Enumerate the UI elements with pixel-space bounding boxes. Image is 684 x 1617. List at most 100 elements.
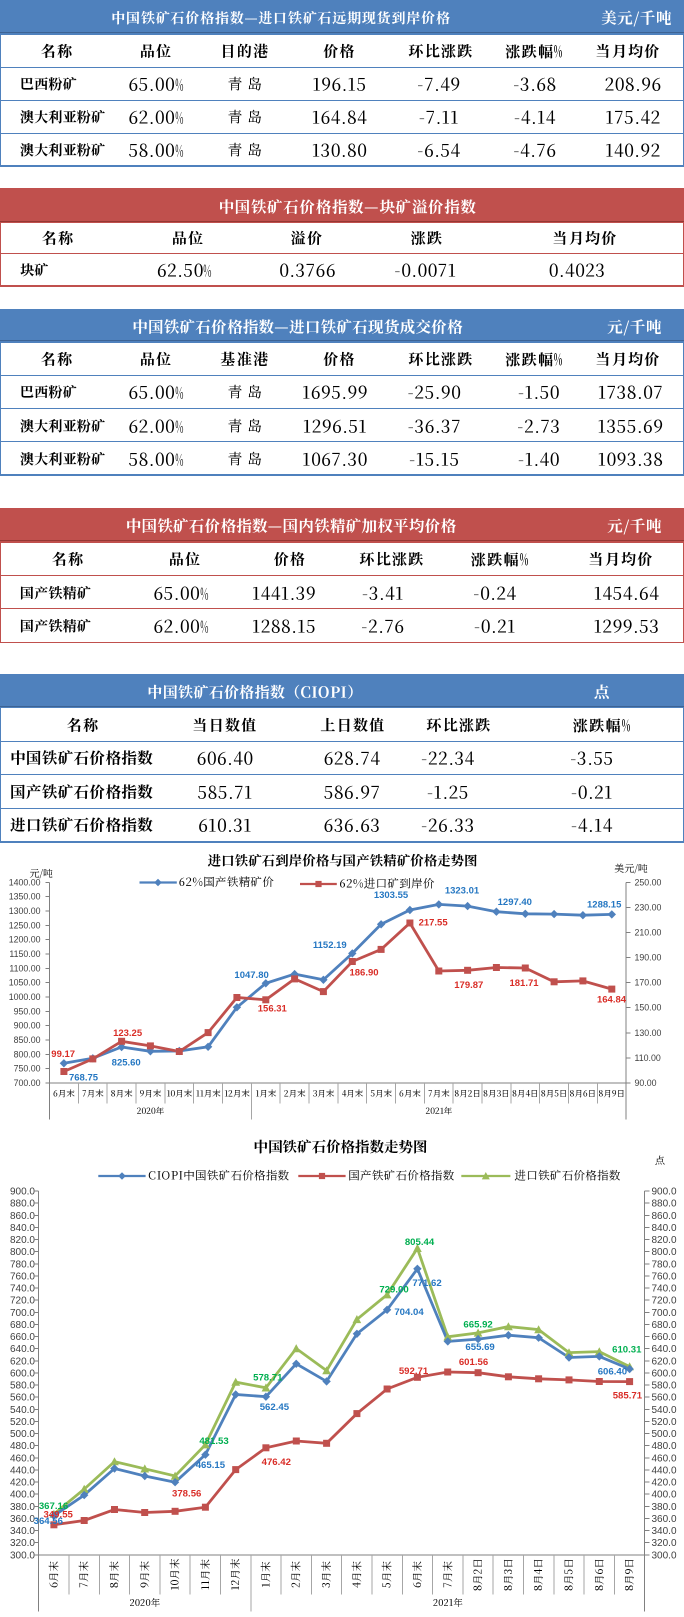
svg-text:768.75: 768.75 xyxy=(69,1073,99,1084)
svg-text:820.0: 820.0 xyxy=(10,1235,35,1246)
svg-text:元/吨: 元/吨 xyxy=(29,865,53,880)
svg-text:2020年: 2020年 xyxy=(129,1595,160,1609)
svg-text:1月末: 1月末 xyxy=(258,1561,273,1587)
svg-text:210.00: 210.00 xyxy=(635,928,662,938)
svg-text:720.0: 720.0 xyxy=(652,1296,677,1307)
svg-text:90.00: 90.00 xyxy=(635,1078,657,1088)
svg-text:8月末: 8月末 xyxy=(107,1561,122,1588)
svg-text:62%进口矿到岸价: 62%进口矿到岸价 xyxy=(340,876,435,892)
svg-text:364.56: 364.56 xyxy=(34,1516,63,1527)
svg-text:179.87: 179.87 xyxy=(454,980,483,991)
svg-text:5月末: 5月末 xyxy=(380,1561,395,1588)
svg-text:665.92: 665.92 xyxy=(463,1320,492,1331)
svg-text:800.0: 800.0 xyxy=(652,1247,677,1258)
svg-text:11月末: 11月末 xyxy=(196,1088,222,1100)
svg-text:2021年: 2021年 xyxy=(425,1105,452,1117)
svg-text:3月末: 3月末 xyxy=(313,1088,335,1100)
svg-text:700.0: 700.0 xyxy=(10,1308,35,1319)
svg-text:170.00: 170.00 xyxy=(635,978,662,988)
svg-text:181.71: 181.71 xyxy=(509,978,539,989)
svg-text:1288.15: 1288.15 xyxy=(587,899,622,910)
svg-text:164.84: 164.84 xyxy=(597,995,627,1006)
svg-text:7月末: 7月末 xyxy=(82,1088,104,1100)
svg-text:620.0: 620.0 xyxy=(652,1356,677,1367)
svg-text:400.0: 400.0 xyxy=(10,1490,35,1501)
svg-text:300.0: 300.0 xyxy=(10,1550,35,1561)
svg-text:400.0: 400.0 xyxy=(652,1490,677,1501)
svg-text:320.0: 320.0 xyxy=(10,1538,35,1549)
svg-text:130.00: 130.00 xyxy=(635,1028,662,1038)
svg-text:8月2日: 8月2日 xyxy=(471,1558,486,1591)
svg-text:6月末: 6月末 xyxy=(53,1088,75,1100)
svg-text:610.31: 610.31 xyxy=(612,1344,642,1355)
svg-text:1050.00: 1050.00 xyxy=(9,978,41,988)
svg-text:840.0: 840.0 xyxy=(652,1223,677,1234)
svg-text:420.0: 420.0 xyxy=(652,1478,677,1489)
svg-text:700.00: 700.00 xyxy=(14,1078,41,1088)
svg-text:1100.00: 1100.00 xyxy=(9,963,40,973)
svg-text:1250.00: 1250.00 xyxy=(9,920,41,930)
svg-text:5月末: 5月末 xyxy=(370,1088,392,1100)
svg-text:156.31: 156.31 xyxy=(258,1003,288,1014)
svg-text:825.60: 825.60 xyxy=(112,1058,141,1069)
svg-text:740.0: 740.0 xyxy=(652,1284,677,1295)
svg-text:1152.19: 1152.19 xyxy=(313,940,347,951)
svg-text:150.00: 150.00 xyxy=(635,1003,662,1013)
svg-text:8月9日: 8月9日 xyxy=(622,1558,637,1591)
svg-text:805.44: 805.44 xyxy=(405,1237,435,1248)
svg-text:606.40: 606.40 xyxy=(598,1367,627,1378)
svg-text:190.00: 190.00 xyxy=(635,953,662,963)
svg-text:8月末: 8月末 xyxy=(111,1088,133,1100)
svg-text:360.0: 360.0 xyxy=(652,1514,677,1525)
svg-text:1200.00: 1200.00 xyxy=(9,935,41,945)
svg-text:440.0: 440.0 xyxy=(10,1465,35,1476)
svg-text:6月末: 6月末 xyxy=(410,1561,425,1588)
svg-text:1300.00: 1300.00 xyxy=(9,906,41,916)
svg-text:500.0: 500.0 xyxy=(10,1429,35,1440)
svg-text:520.0: 520.0 xyxy=(10,1417,35,1428)
svg-text:640.0: 640.0 xyxy=(10,1344,35,1355)
svg-text:800.0: 800.0 xyxy=(10,1247,35,1258)
svg-text:8月4日: 8月4日 xyxy=(531,1558,546,1591)
svg-text:592.71: 592.71 xyxy=(399,1366,429,1377)
svg-text:720.0: 720.0 xyxy=(10,1296,35,1307)
svg-text:367.16: 367.16 xyxy=(39,1501,68,1512)
svg-text:9月末: 9月末 xyxy=(140,1088,162,1100)
svg-text:2021年: 2021年 xyxy=(433,1595,463,1609)
svg-text:217.55: 217.55 xyxy=(419,917,449,928)
svg-text:740.0: 740.0 xyxy=(10,1284,35,1295)
svg-text:8月3日: 8月3日 xyxy=(501,1558,516,1591)
svg-text:476.42: 476.42 xyxy=(262,1457,291,1468)
svg-text:481.53: 481.53 xyxy=(199,1436,228,1447)
svg-text:655.69: 655.69 xyxy=(465,1342,494,1353)
svg-text:578.71: 578.71 xyxy=(253,1372,283,1383)
svg-text:540.0: 540.0 xyxy=(652,1405,677,1416)
svg-text:3月末: 3月末 xyxy=(319,1561,334,1588)
svg-text:660.0: 660.0 xyxy=(10,1332,35,1343)
svg-text:560.0: 560.0 xyxy=(10,1393,35,1404)
svg-text:880.0: 880.0 xyxy=(10,1199,35,1210)
svg-text:8月5日: 8月5日 xyxy=(562,1558,577,1591)
svg-text:660.0: 660.0 xyxy=(652,1332,677,1343)
svg-text:1月末: 1月末 xyxy=(255,1088,277,1100)
svg-text:110.00: 110.00 xyxy=(635,1053,661,1063)
svg-text:465.15: 465.15 xyxy=(196,1460,226,1471)
svg-text:186.90: 186.90 xyxy=(349,968,378,979)
svg-text:12月末: 12月末 xyxy=(228,1558,243,1590)
svg-text:8月4日: 8月4日 xyxy=(512,1088,538,1100)
svg-text:62%国产铁精矿价: 62%国产铁精矿价 xyxy=(179,874,274,890)
svg-text:1350.00: 1350.00 xyxy=(9,892,41,902)
svg-text:540.0: 540.0 xyxy=(10,1405,35,1416)
svg-text:123.25: 123.25 xyxy=(113,1028,143,1039)
svg-text:美元/吨: 美元/吨 xyxy=(613,860,648,875)
svg-text:12月末: 12月末 xyxy=(224,1088,250,1100)
svg-text:1000.00: 1000.00 xyxy=(9,992,41,1002)
svg-text:7月末: 7月末 xyxy=(440,1561,455,1588)
svg-text:880.0: 880.0 xyxy=(652,1199,677,1210)
svg-text:560.0: 560.0 xyxy=(652,1393,677,1404)
svg-text:340.0: 340.0 xyxy=(10,1526,35,1537)
svg-text:380.0: 380.0 xyxy=(10,1502,35,1513)
svg-text:760.0: 760.0 xyxy=(652,1271,677,1282)
svg-text:250.00: 250.00 xyxy=(635,877,662,887)
svg-text:300.0: 300.0 xyxy=(652,1550,677,1561)
